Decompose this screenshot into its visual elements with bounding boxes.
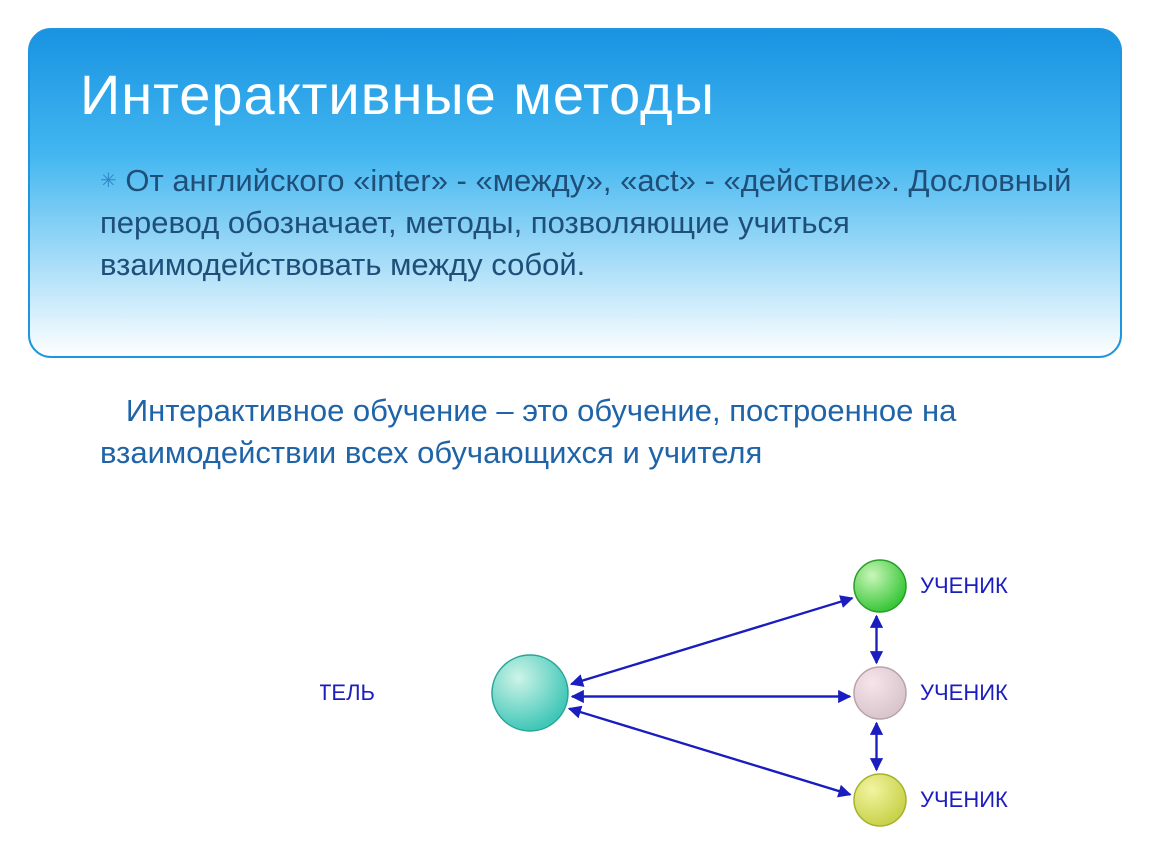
edge-student1-teacher: [571, 598, 852, 684]
diagram-svg: УЧИТЕЛЬ УЧЕНИК УЧЕНИК УЧЕНИК: [320, 548, 1080, 838]
node-label-student2: УЧЕНИК: [920, 680, 1008, 705]
node-student1: [854, 560, 906, 612]
slide-title: Интерактивные методы: [80, 62, 715, 127]
node-label-student3: УЧЕНИК: [920, 787, 1008, 812]
interaction-diagram: УЧИТЕЛЬ УЧЕНИК УЧЕНИК УЧЕНИК: [320, 548, 1080, 838]
paragraph-1-text: От английского «inter» - «между», «act» …: [100, 163, 1071, 282]
node-student2: [854, 667, 906, 719]
node-teacher: [492, 655, 568, 731]
slide-root: Интерактивные методы ✳ От английского «i…: [0, 0, 1150, 864]
paragraph-1: ✳ От английского «inter» - «между», «act…: [100, 160, 1080, 286]
node-label-student1: УЧЕНИК: [920, 573, 1008, 598]
node-label-teacher: УЧИТЕЛЬ: [320, 680, 375, 705]
paragraph-2: Интерактивное обучение – это обучение, п…: [100, 390, 1080, 474]
bullet-icon: ✳: [100, 170, 117, 192]
edge-student3-teacher: [569, 709, 850, 795]
node-student3: [854, 774, 906, 826]
